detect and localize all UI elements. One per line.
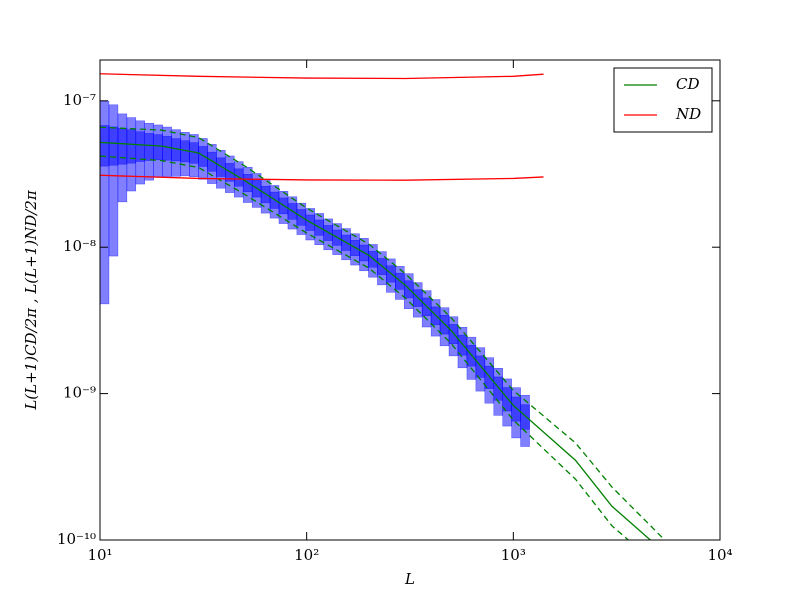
x-tick-label: 10¹ [87, 546, 112, 564]
series-line [100, 126, 666, 540]
y-tick-label: 10⁻⁹ [63, 384, 96, 402]
legend: CD ND [613, 67, 713, 133]
series-line [100, 141, 651, 540]
x-tick-label: 10³ [501, 546, 526, 564]
inner-error-box [153, 134, 163, 160]
inner-error-box [493, 376, 503, 401]
inner-error-box [502, 387, 512, 412]
x-axis-label: L [404, 570, 415, 588]
legend-label: ND [675, 105, 701, 123]
series-line [100, 73, 544, 80]
x-tick-label: 10⁴ [707, 546, 732, 564]
inner-error-box [457, 334, 468, 356]
plot-area [100, 73, 666, 540]
inner-error-box [207, 151, 217, 172]
y-axis-label: L(L+1)CD/2π , L(L+1)ND/2π [22, 189, 40, 410]
inner-error-box [144, 133, 154, 161]
y-tick-label: 10⁻⁷ [63, 91, 96, 109]
inner-error-box [216, 157, 226, 177]
series-line [100, 174, 544, 181]
legend-box [613, 67, 713, 133]
inner-error-box [117, 128, 128, 165]
axes-frame [99, 59, 721, 541]
x-tick-label: 10² [294, 546, 319, 564]
inner-error-box [198, 146, 208, 167]
y-tick-label: 10⁻¹⁰ [57, 530, 96, 548]
series-line [100, 155, 629, 540]
inner-error-box [135, 131, 145, 162]
legend-label: CD [676, 75, 700, 93]
y-tick-label: 10⁻⁸ [63, 237, 96, 255]
inner-error-box [100, 125, 110, 167]
inner-error-box [511, 396, 521, 422]
inner-error-box [108, 126, 119, 166]
inner-error-box [520, 404, 530, 430]
